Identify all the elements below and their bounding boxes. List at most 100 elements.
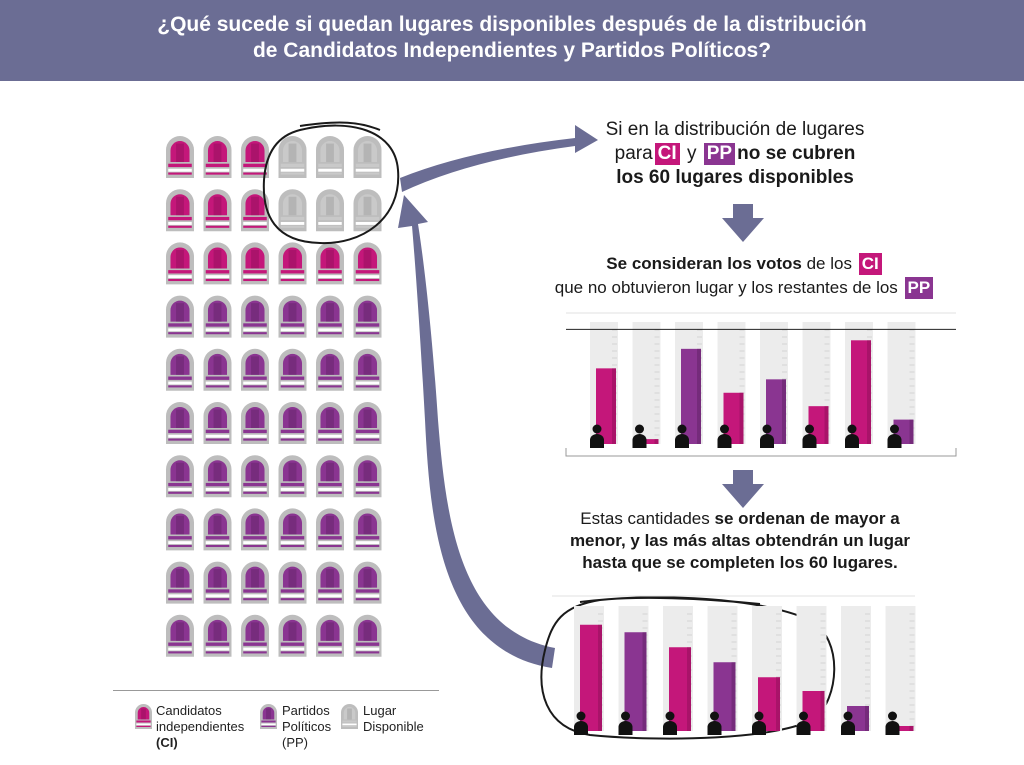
ci-tag-2: CI <box>858 253 882 275</box>
seat-pp <box>203 455 232 498</box>
step1-bold2: los 60 lugares disponibles <box>616 167 854 188</box>
step1-and: y <box>686 143 697 164</box>
seat-pp <box>203 561 232 604</box>
seat-pp <box>353 402 382 444</box>
pp-tag: PP <box>703 143 736 165</box>
highlight-ellipse-chart <box>540 596 836 740</box>
seat-pp <box>166 348 194 391</box>
seat-pp <box>316 295 344 338</box>
legend-seat-ci <box>135 704 152 729</box>
seat-pp <box>166 455 194 498</box>
arrow-to-step1 <box>400 125 598 192</box>
seat-pp <box>278 561 307 604</box>
seat-ci <box>203 189 232 232</box>
legend-ci-line1: Candidatos <box>156 703 222 718</box>
legend-divider <box>113 690 439 691</box>
seat-pp <box>166 508 194 551</box>
seat-pp <box>166 295 194 338</box>
seat-pp <box>241 402 269 444</box>
legend-pp-line3: (PP) <box>282 735 308 750</box>
seat-ci <box>166 189 194 232</box>
step3-bold2: menor, y las más altas obtendrán un luga… <box>569 531 911 550</box>
seat-pp <box>353 614 382 657</box>
seat-pp <box>353 348 382 391</box>
seat-pp <box>203 348 232 391</box>
legend-seat-pp <box>260 704 277 729</box>
highlight-ellipse-seats <box>262 121 400 245</box>
seat-ci <box>316 242 344 285</box>
step3-text: Estas cantidades se ordenan de mayor a m… <box>545 508 935 574</box>
seat-pp <box>203 614 232 657</box>
seat-pp <box>353 561 382 604</box>
arrow-down-1 <box>722 204 764 242</box>
legend-pp: Partidos Políticos (PP) <box>282 703 331 751</box>
seat-pp <box>278 455 307 498</box>
legend-ci-line3: (CI) <box>156 735 178 750</box>
legend-pp-icon <box>260 704 277 729</box>
seat-pp <box>241 295 269 338</box>
step2-text: Se consideran los votos de los CI que no… <box>535 252 955 300</box>
seat-pp <box>316 508 344 551</box>
seat-pp <box>316 348 344 391</box>
seat-ld <box>353 189 382 232</box>
seat-ld <box>353 136 382 178</box>
seat-pp <box>316 614 344 657</box>
seat-pp <box>203 295 232 338</box>
seat-pp <box>278 614 307 657</box>
seat-pp <box>316 561 344 604</box>
legend-ci: Candidatos independientes (CI) <box>156 703 244 751</box>
step3-part1: Estas cantidades <box>580 509 710 528</box>
legend-available-icon <box>341 704 358 729</box>
seat-pp <box>353 455 382 498</box>
seat-ld <box>316 189 344 232</box>
seat-pp <box>203 402 232 444</box>
header-title-line2: de Candidatos Independientes y Partidos … <box>252 39 772 62</box>
seat-pp <box>353 508 382 551</box>
step1-text: Si en la distribución de lugares para CI … <box>570 118 900 190</box>
seat-ci <box>166 136 194 178</box>
header: ¿Qué sucede si quedan lugares disponible… <box>0 0 1024 81</box>
step1-bold1: no se cubren <box>737 143 856 164</box>
seat-pp <box>203 508 232 551</box>
seat-ld <box>278 136 307 178</box>
legend-ld-line1: Lugar <box>363 703 397 718</box>
arrow-down-2 <box>722 470 764 508</box>
legend-ci-line2: independientes <box>156 719 245 734</box>
ci-tag: CI <box>654 143 680 165</box>
legend-ld-line2: Disponible <box>363 719 424 734</box>
step2-part1: de los <box>806 254 852 273</box>
seat-pp <box>278 295 307 338</box>
seat-pp <box>316 455 344 498</box>
step3-bold3: hasta que se completen los 60 lugares. <box>582 553 898 572</box>
legend-available: Lugar Disponible <box>363 703 424 735</box>
seat-ci <box>203 136 232 178</box>
seat-pp <box>278 348 307 391</box>
step2-part2: que no obtuvieron lugar y los restantes … <box>554 278 898 297</box>
seat-ci <box>241 136 269 178</box>
legend-pp-line1: Partidos <box>282 703 330 718</box>
seat-pp <box>241 348 269 391</box>
pp-tag-2: PP <box>904 277 934 299</box>
arrow-return-curve <box>398 195 555 668</box>
seat-pp <box>166 402 194 444</box>
seat-pp <box>241 561 269 604</box>
seat-pp <box>166 561 194 604</box>
seat-pp <box>166 614 194 657</box>
header-title-line1: ¿Qué sucede si quedan lugares disponible… <box>157 13 867 36</box>
seat-pp <box>241 614 269 657</box>
seat-pp <box>278 402 307 444</box>
seat-ci <box>241 242 269 285</box>
seat-ci <box>278 242 307 285</box>
step2-bold: Se consideran los votos <box>606 254 802 273</box>
seat-pp <box>241 508 269 551</box>
step3-bold1: se ordenan de mayor a <box>714 509 900 528</box>
legend-ci-icon <box>135 704 152 729</box>
seat-pp <box>241 455 269 498</box>
seat-ld <box>316 136 344 178</box>
seat-ld <box>278 189 307 232</box>
seat-pp <box>278 508 307 551</box>
seat-ci <box>203 242 232 285</box>
seat-ci <box>166 242 194 285</box>
